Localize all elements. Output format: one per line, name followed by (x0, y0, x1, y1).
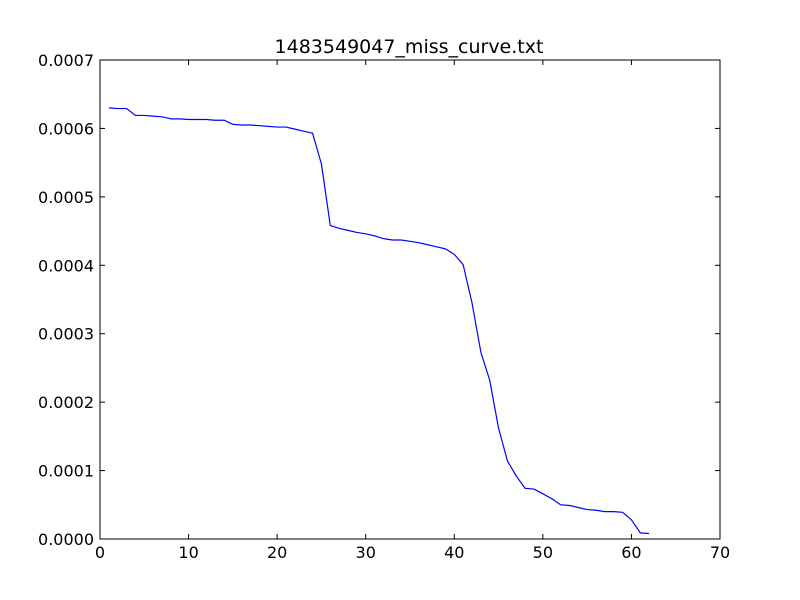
y-tick-label: 0.0002 (38, 393, 94, 412)
x-tick-label: 40 (444, 543, 464, 562)
y-tick-label: 0.0003 (38, 325, 94, 344)
x-tick-label: 30 (356, 543, 376, 562)
y-tick-label: 0.0005 (38, 188, 94, 207)
x-tick-label: 50 (533, 543, 553, 562)
series-line (108, 107, 650, 535)
y-tick-label: 0.0004 (38, 256, 94, 275)
axes-frame (99, 59, 721, 540)
x-tick-label: 70 (710, 543, 730, 562)
x-tick-label: 10 (178, 543, 198, 562)
y-tick-label: 0.0001 (38, 462, 94, 481)
plot-area (108, 107, 650, 535)
y-tick-label: 0.0000 (38, 530, 94, 549)
x-tick-label: 60 (621, 543, 641, 562)
y-tick-label: 0.0006 (38, 119, 94, 138)
axes: 0 10 20 30 40 50 60 70 0.0000 0.0001 0.0002 0.0003 0… (38, 51, 730, 562)
x-tick-label: 20 (267, 543, 287, 562)
y-tick-label: 0.0007 (38, 51, 94, 70)
chart-title: 1483549047_miss_curve.txt (275, 36, 544, 58)
x-tick-label: 0 (95, 543, 105, 562)
